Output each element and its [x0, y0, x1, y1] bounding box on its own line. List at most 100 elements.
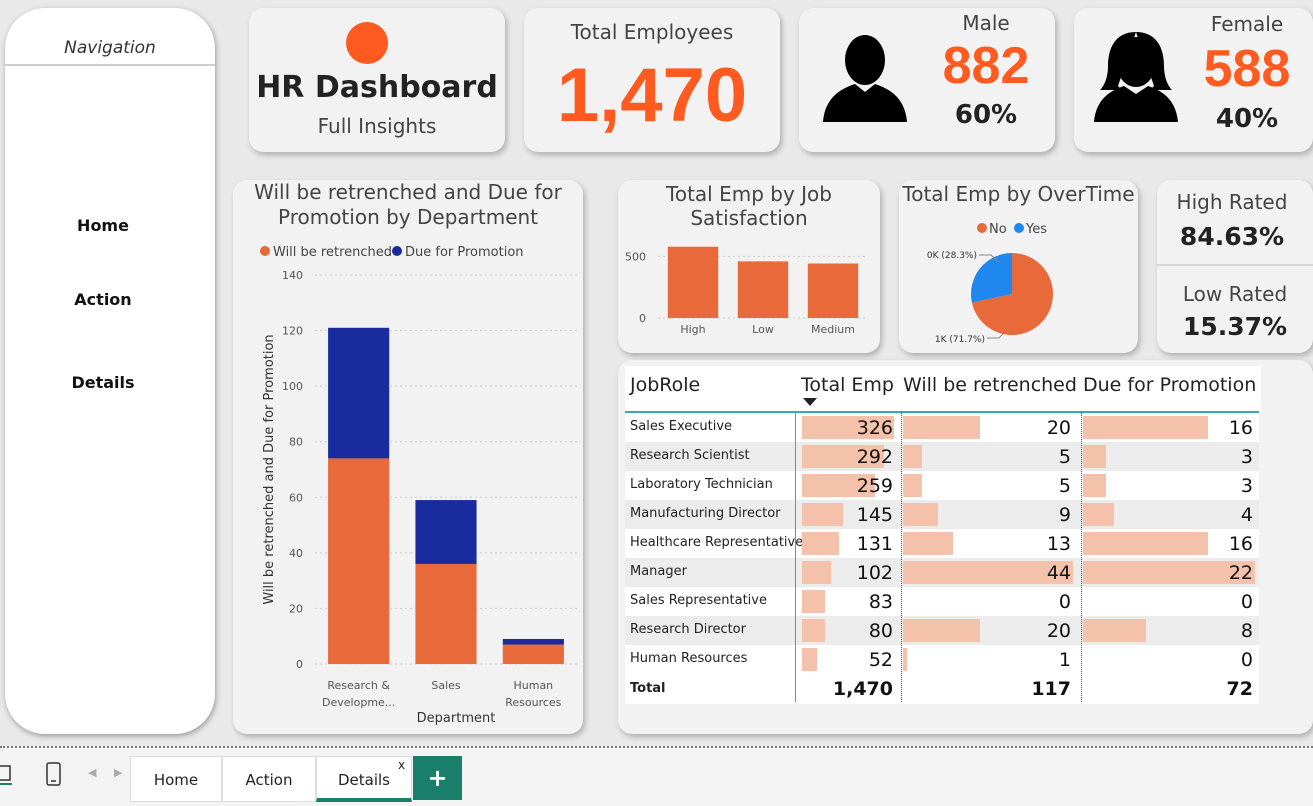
total-emp-databar [802, 445, 885, 468]
table-row[interactable]: Healthcare Representative 131 13 16 [625, 529, 1259, 558]
bar-job-satisfaction[interactable] [667, 246, 719, 318]
pie-label-no: 1K (71.7%) [935, 335, 985, 345]
pie-slice-no[interactable] [971, 253, 1053, 335]
leader-line-no [987, 333, 1004, 339]
pie-slice-yes[interactable] [971, 253, 1012, 303]
bar-promotion[interactable] [502, 638, 564, 645]
close-tab-icon[interactable]: x [398, 758, 406, 772]
female-person-icon [1094, 32, 1178, 122]
table-row[interactable]: Laboratory Technician 259 5 3 [625, 471, 1259, 500]
retrenched-databar [903, 561, 1073, 584]
total-emp-databar [802, 416, 894, 439]
bar-job-satisfaction[interactable] [807, 263, 859, 318]
job-satisfaction-title: Total Emp by Job Satisfaction [618, 182, 880, 230]
nav-item-details[interactable]: Details [71, 373, 135, 392]
leader-line-yes [979, 254, 1000, 263]
y-tick-label: 40 [289, 547, 303, 560]
header-will-be-retrenched[interactable]: Will be retrenched [903, 374, 1077, 396]
total-emp-cell: 80 [868, 620, 893, 642]
dashboard-title: HR Dashboard [256, 70, 498, 105]
bar-retrenched[interactable] [415, 563, 477, 664]
female-label: Female [1210, 12, 1284, 36]
table-row[interactable]: Research Scientist 292 5 3 [625, 442, 1259, 471]
bar-promotion[interactable] [415, 500, 477, 564]
dashboard-subtitle: Full Insights [317, 114, 437, 138]
job-satisfaction-title-line2: Satisfaction [690, 206, 808, 230]
column-divider-1 [795, 412, 796, 702]
table-row[interactable]: Sales Representative 83 0 0 [625, 587, 1259, 616]
low-rated-label: Low Rated [1182, 282, 1288, 306]
table-total-row: Total 1,470 117 72 [625, 674, 1259, 704]
total-employees-card: Total Employees 1,470 [524, 8, 780, 152]
table-row[interactable]: Manufacturing Director 145 9 4 [625, 500, 1259, 529]
total-emp-cell: 292 [856, 446, 893, 468]
tab-details[interactable]: Details [316, 756, 412, 802]
column-divider-2 [901, 412, 902, 702]
retrenched-databar [903, 445, 923, 468]
y-tick-label: 20 [289, 602, 303, 615]
page-tabs-bar: ◀ ▶ Home Action Details x + [0, 746, 1313, 806]
total-emp-databar [802, 532, 839, 555]
y-tick-label: 0 [296, 658, 303, 671]
x-tick-label: Resources [505, 696, 561, 709]
table-row[interactable]: Research Director 80 20 8 [625, 616, 1259, 645]
ratings-divider [1157, 264, 1313, 266]
nav-item-action[interactable]: Action [74, 290, 132, 309]
header-total-emp[interactable]: Total Emp [801, 374, 894, 396]
bar-promotion[interactable] [328, 327, 390, 459]
navigation-divider [5, 64, 215, 66]
tab-action[interactable]: Action [222, 756, 316, 802]
tab-home[interactable]: Home [130, 756, 222, 802]
overtime-title: Total Emp by OverTime [902, 182, 1135, 206]
department-chart-title-line2: Promotion by Department [277, 205, 539, 229]
table-row[interactable]: Human Resources 52 1 0 [625, 645, 1259, 674]
sort-descending-icon[interactable] [803, 398, 817, 406]
promotion-databar [1083, 445, 1107, 468]
total-emp-sum: 1,470 [832, 678, 893, 700]
jobrole-cell: Research Scientist [630, 448, 750, 463]
nav-item-home[interactable]: Home [77, 216, 129, 235]
jobrole-cell: Manufacturing Director [630, 506, 781, 521]
header-due-for-promotion[interactable]: Due for Promotion [1083, 374, 1257, 396]
overtime-pie-chart: No Yes 0K (28.3%) 1K (71.7%) [927, 222, 1053, 345]
table-header-row: JobRole Total Emp Will be retrenched Due… [625, 366, 1261, 412]
navigation-title: Navigation [64, 38, 156, 58]
desktop-view-icon[interactable] [0, 764, 14, 786]
bar-retrenched[interactable] [328, 458, 390, 664]
add-page-button[interactable]: + [413, 756, 462, 800]
promotion-cell: 16 [1228, 417, 1253, 439]
retrenched-databar [903, 532, 954, 555]
total-emp-cell: 83 [868, 591, 893, 613]
legend-label-no: No [989, 222, 1007, 237]
female-percent: 40% [1215, 104, 1279, 134]
y-axis-label: Will be retrenched and Due for Promotion [262, 334, 277, 604]
next-page-icon[interactable]: ▶ [114, 766, 123, 779]
bar-job-satisfaction[interactable] [737, 261, 789, 318]
promotion-databar [1083, 561, 1255, 584]
department-chart-card: Will be retrenched and Due for Promotion… [233, 180, 583, 734]
y-tick-label: 80 [289, 436, 303, 449]
total-emp-databar [802, 619, 825, 642]
total-employees-label: Total Employees [570, 20, 734, 44]
header-jobrole[interactable]: JobRole [630, 374, 701, 396]
mobile-view-icon[interactable] [46, 762, 62, 788]
total-emp-cell: 326 [856, 417, 893, 439]
table-row[interactable]: Manager 102 44 22 [625, 558, 1259, 587]
previous-page-icon[interactable]: ◀ [88, 766, 97, 779]
retrenched-cell: 9 [1058, 504, 1071, 526]
promotion-cell: 0 [1240, 591, 1253, 613]
bar-retrenched[interactable] [502, 644, 564, 664]
total-emp-databar [802, 474, 876, 497]
job-satisfaction-title-line1: Total Emp by Job [666, 182, 832, 206]
total-emp-databar [802, 503, 843, 526]
legend-marker-promotion [392, 246, 402, 256]
pie-label-yes: 0K (28.3%) [927, 251, 977, 261]
total-emp-cell: 145 [856, 504, 893, 526]
jobrole-cell: Healthcare Representative [630, 535, 804, 550]
legend-marker-no [977, 223, 987, 233]
jobrole-cell: Research Director [630, 622, 746, 637]
navigation-panel: Navigation Home Action Details [5, 8, 215, 734]
total-retrenched-sum: 117 [1031, 678, 1071, 700]
table-row[interactable]: Sales Executive 326 20 16 [625, 413, 1259, 442]
promotion-databar [1083, 532, 1209, 555]
